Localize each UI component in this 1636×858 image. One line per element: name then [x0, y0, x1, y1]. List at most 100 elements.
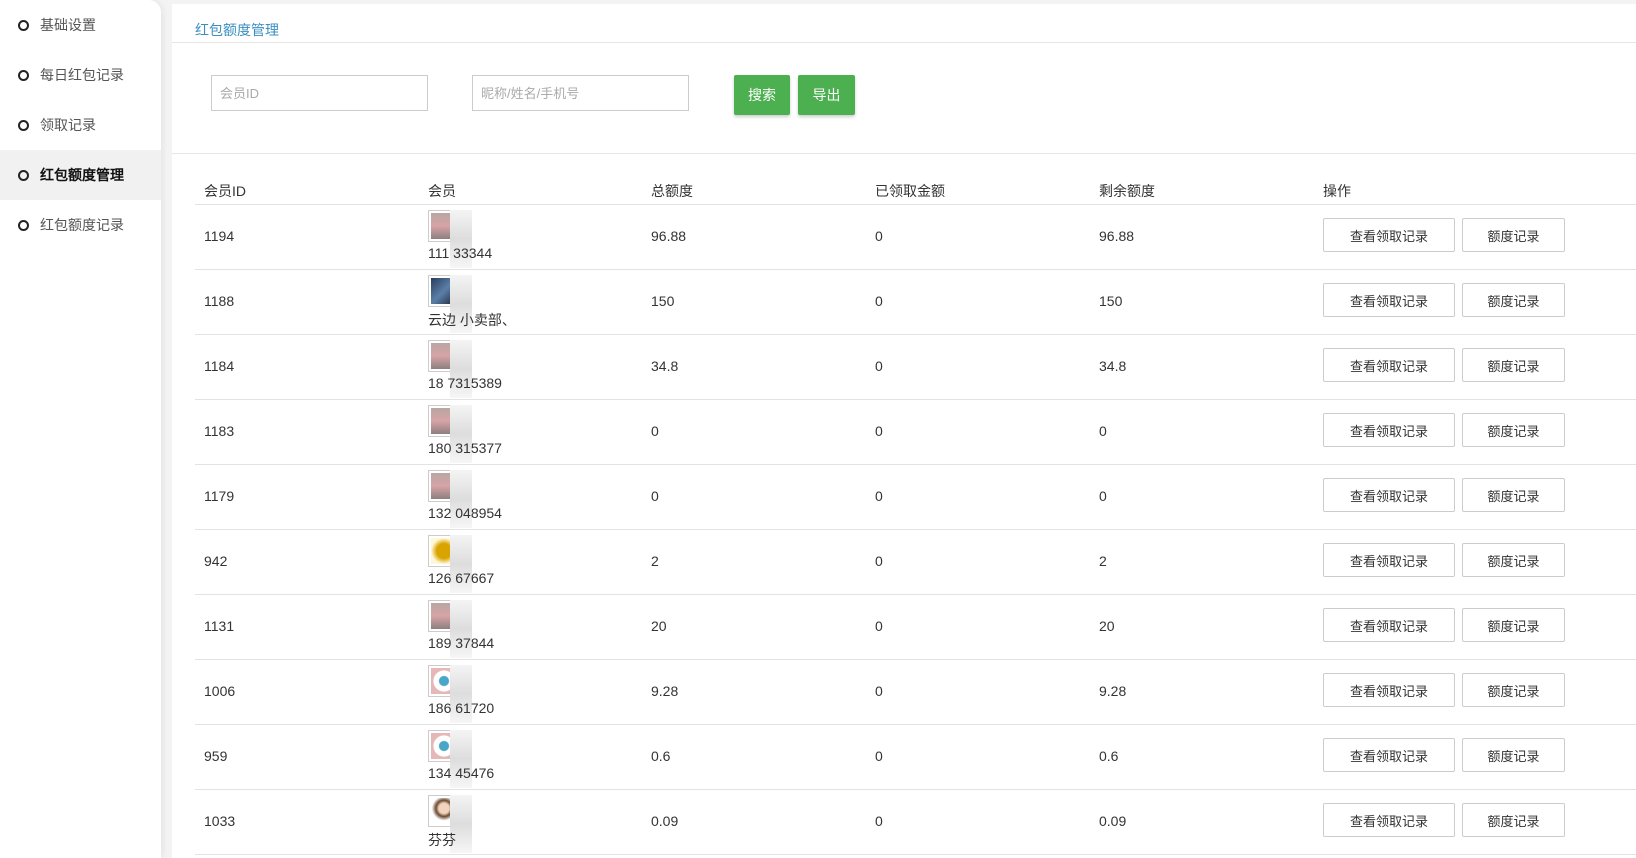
view-claim-records-button[interactable]: 查看领取记录 — [1323, 478, 1455, 512]
total-quota: 9.28 — [651, 683, 679, 699]
view-claim-records-button[interactable]: 查看领取记录 — [1323, 218, 1455, 252]
table-row: 1006 186 61720 9.28 0 9.28 查看领取记录 额度记录 — [195, 660, 1636, 725]
remaining-quota: 0.6 — [1099, 748, 1119, 764]
member-name: 186 61720 — [428, 700, 495, 716]
table-row: 1179 132 048954 0 0 0 查看领取记录 额度记录 — [195, 465, 1636, 530]
sidebar-item-daily-records[interactable]: 每日红包记录 — [0, 50, 161, 100]
quota-records-button[interactable]: 额度记录 — [1462, 803, 1565, 837]
total-quota: 20 — [651, 618, 667, 634]
divider — [172, 153, 1636, 154]
sidebar-item-label: 红包额度记录 — [40, 217, 124, 233]
header-member: 会员 — [428, 183, 456, 199]
member-id-input[interactable] — [211, 75, 428, 111]
total-quota: 0 — [651, 488, 659, 504]
view-claim-records-button[interactable]: 查看领取记录 — [1323, 673, 1455, 707]
member-name: 132 048954 — [428, 505, 502, 521]
main-panel: 红包额度管理 搜索 导出 会员ID 会员 总额度 已领取金额 剩余额度 操作 1… — [172, 4, 1636, 858]
sidebar-item-claim-records[interactable]: 领取记录 — [0, 100, 161, 150]
quota-records-button[interactable]: 额度记录 — [1462, 218, 1565, 252]
table-row: 1184 18 7315389 34.8 0 34.8 查看领取记录 额度记录 — [195, 335, 1636, 400]
remaining-quota: 34.8 — [1099, 358, 1127, 374]
member-id: 1131 — [204, 618, 235, 634]
quota-records-button[interactable]: 额度记录 — [1462, 543, 1565, 577]
circle-icon — [18, 169, 29, 181]
member-name: 189 37844 — [428, 635, 495, 651]
remaining-quota: 0.09 — [1099, 813, 1127, 829]
total-quota: 34.8 — [651, 358, 679, 374]
circle-icon — [18, 119, 29, 131]
view-claim-records-button[interactable]: 查看领取记录 — [1323, 283, 1455, 317]
sidebar-item-quota-records[interactable]: 红包额度记录 — [0, 200, 161, 250]
privacy-blur — [450, 795, 472, 853]
header-total: 总额度 — [651, 183, 693, 199]
circle-icon — [18, 69, 29, 81]
total-quota: 2 — [651, 553, 659, 569]
sidebar-item-label: 领取记录 — [40, 117, 96, 133]
table-header: 会员ID 会员 总额度 已领取金额 剩余额度 操作 — [195, 161, 1636, 205]
total-quota: 0.6 — [651, 748, 671, 764]
member-name: 云边 小卖部、 — [428, 312, 516, 328]
circle-icon — [18, 219, 29, 231]
export-button[interactable]: 导出 — [798, 75, 855, 115]
received-amount: 0 — [875, 358, 883, 374]
remaining-quota: 0 — [1099, 488, 1107, 504]
quota-records-button[interactable]: 额度记录 — [1462, 283, 1565, 317]
sidebar-item-quota-management[interactable]: 红包额度管理 — [0, 150, 161, 200]
remaining-quota: 96.88 — [1099, 228, 1135, 244]
received-amount: 0 — [875, 553, 883, 569]
quota-records-button[interactable]: 额度记录 — [1462, 673, 1565, 707]
received-amount: 0 — [875, 748, 883, 764]
privacy-blur — [450, 210, 472, 268]
search-button[interactable]: 搜索 — [734, 75, 790, 115]
member-id: 1188 — [204, 293, 235, 309]
privacy-blur — [450, 275, 472, 333]
member-id: 1179 — [204, 488, 235, 504]
quota-records-button[interactable]: 额度记录 — [1462, 608, 1565, 642]
total-quota: 96.88 — [651, 228, 687, 244]
sidebar-item-label: 基础设置 — [40, 17, 96, 33]
member-id: 1184 — [204, 358, 235, 374]
circle-icon — [18, 19, 29, 31]
remaining-quota: 0 — [1099, 423, 1107, 439]
total-quota: 0 — [651, 423, 659, 439]
quota-records-button[interactable]: 额度记录 — [1462, 348, 1565, 382]
remaining-quota: 9.28 — [1099, 683, 1127, 699]
view-claim-records-button[interactable]: 查看领取记录 — [1323, 738, 1455, 772]
remaining-quota: 2 — [1099, 553, 1107, 569]
view-claim-records-button[interactable]: 查看领取记录 — [1323, 413, 1455, 447]
remaining-quota: 150 — [1099, 293, 1123, 309]
received-amount: 0 — [875, 683, 883, 699]
member-id: 959 — [204, 748, 228, 764]
member-name: 18 7315389 — [428, 375, 502, 391]
view-claim-records-button[interactable]: 查看领取记录 — [1323, 543, 1455, 577]
member-id: 1183 — [204, 423, 235, 439]
quota-records-button[interactable]: 额度记录 — [1462, 413, 1565, 447]
received-amount: 0 — [875, 618, 883, 634]
sidebar-item-label: 红包额度管理 — [40, 167, 124, 183]
quota-records-button[interactable]: 额度记录 — [1462, 738, 1565, 772]
header-remaining: 剩余额度 — [1099, 183, 1155, 199]
view-claim-records-button[interactable]: 查看领取记录 — [1323, 608, 1455, 642]
view-claim-records-button[interactable]: 查看领取记录 — [1323, 348, 1455, 382]
member-name: 111 33344 — [428, 245, 493, 261]
sidebar-item-label: 每日红包记录 — [40, 67, 124, 83]
received-amount: 0 — [875, 423, 883, 439]
privacy-blur — [450, 405, 472, 463]
name-phone-input[interactable] — [472, 75, 689, 111]
breadcrumb[interactable]: 红包额度管理 — [195, 22, 279, 38]
privacy-blur — [450, 730, 472, 788]
total-quota: 150 — [651, 293, 675, 309]
table-row: 959 134 45476 0.6 0 0.6 查看领取记录 额度记录 — [195, 725, 1636, 790]
view-claim-records-button[interactable]: 查看领取记录 — [1323, 803, 1455, 837]
quota-records-button[interactable]: 额度记录 — [1462, 478, 1565, 512]
privacy-blur — [450, 665, 472, 723]
received-amount: 0 — [875, 488, 883, 504]
table-row: 1194 111 33344 96.88 0 96.88 查看领取记录 额度记录 — [195, 205, 1636, 270]
member-name: 180 315377 — [428, 440, 502, 456]
sidebar-item-basic-settings[interactable]: 基础设置 — [0, 0, 161, 50]
received-amount: 0 — [875, 228, 883, 244]
privacy-blur — [450, 535, 472, 593]
received-amount: 0 — [875, 813, 883, 829]
header-received: 已领取金额 — [875, 183, 945, 199]
remaining-quota: 20 — [1099, 618, 1115, 634]
